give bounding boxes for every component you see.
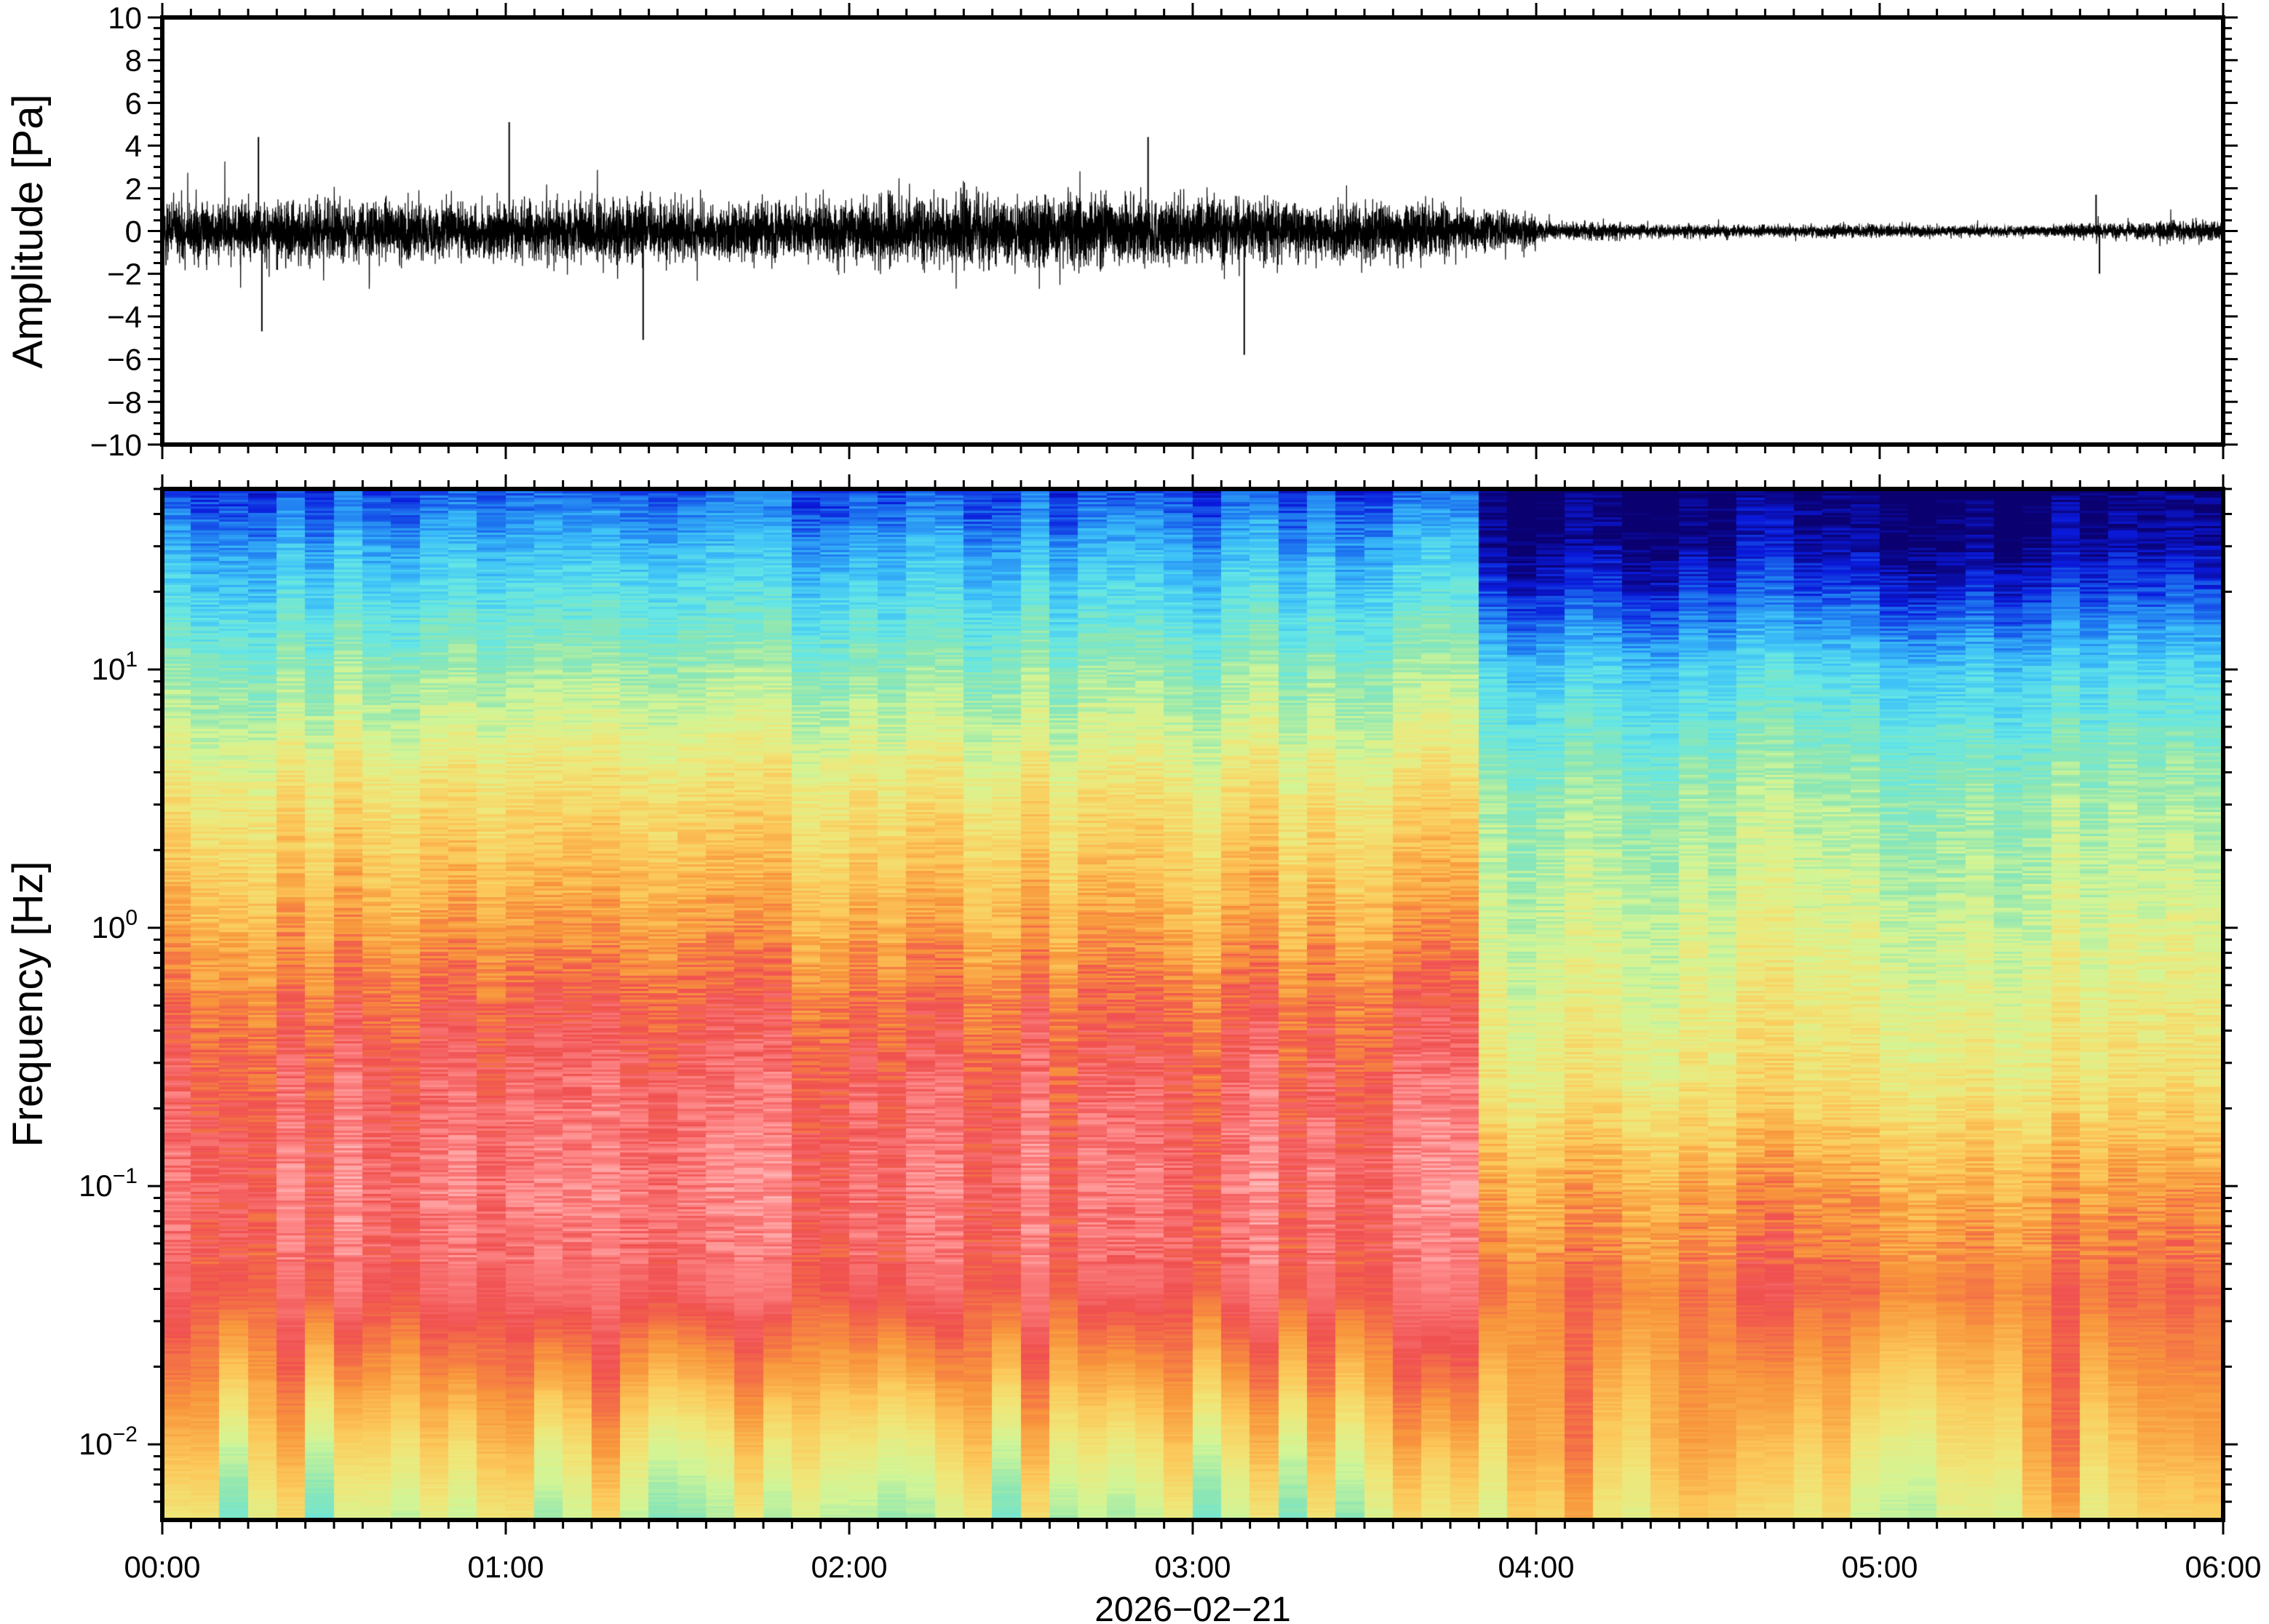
frequency-axis-title: Frequency [Hz] [4,861,52,1147]
amplitude-tick-label: −2 [107,257,142,291]
amplitude-tick-label: 8 [125,44,142,78]
amplitude-tick-label: 0 [125,215,142,249]
amplitude-tick-label: 6 [125,86,142,120]
frequency-tick-label: 100 [92,906,138,944]
x-tick-label: 02:00 [811,1550,887,1584]
date-axis-title: 2026−02−21 [1094,1591,1291,1624]
x-tick-label: 03:00 [1154,1550,1231,1584]
amplitude-tick-label: −10 [90,428,142,462]
frequency-tick-label: 10−2 [79,1422,138,1461]
amplitude-tick-label: 4 [125,129,142,163]
frequency-tick-label: 10−1 [79,1164,138,1203]
amplitude-tick-label: 10 [108,1,142,35]
tick-labels: 00:00 01:00 02:00 03:00 04:00 05:00 06:00 10 8 6 4… [79,1,2261,1584]
amplitude-plot-frame [160,15,2225,447]
amplitude-axis-title: Amplitude [Pa] [4,94,52,368]
frequency-tick-label: 101 [92,648,138,686]
x-tick-label: 01:00 [467,1550,544,1584]
amplitude-waveform-trace [162,17,2223,445]
amplitude-tick-label: −8 [107,385,142,419]
amplitude-tick-label: 2 [125,172,142,206]
amplitude-tick-label: −6 [107,343,142,377]
x-tick-label: 04:00 [1498,1550,1574,1584]
amplitude-tick-label: −4 [107,300,142,334]
spectrogram-heatmap [162,489,2223,1520]
x-tick-label: 00:00 [124,1550,200,1584]
x-tick-label: 06:00 [2185,1550,2261,1584]
tick-marks [148,3,2238,1535]
x-tick-label: 05:00 [1841,1550,1918,1584]
spectrogram-plot-frame [160,487,2225,1522]
